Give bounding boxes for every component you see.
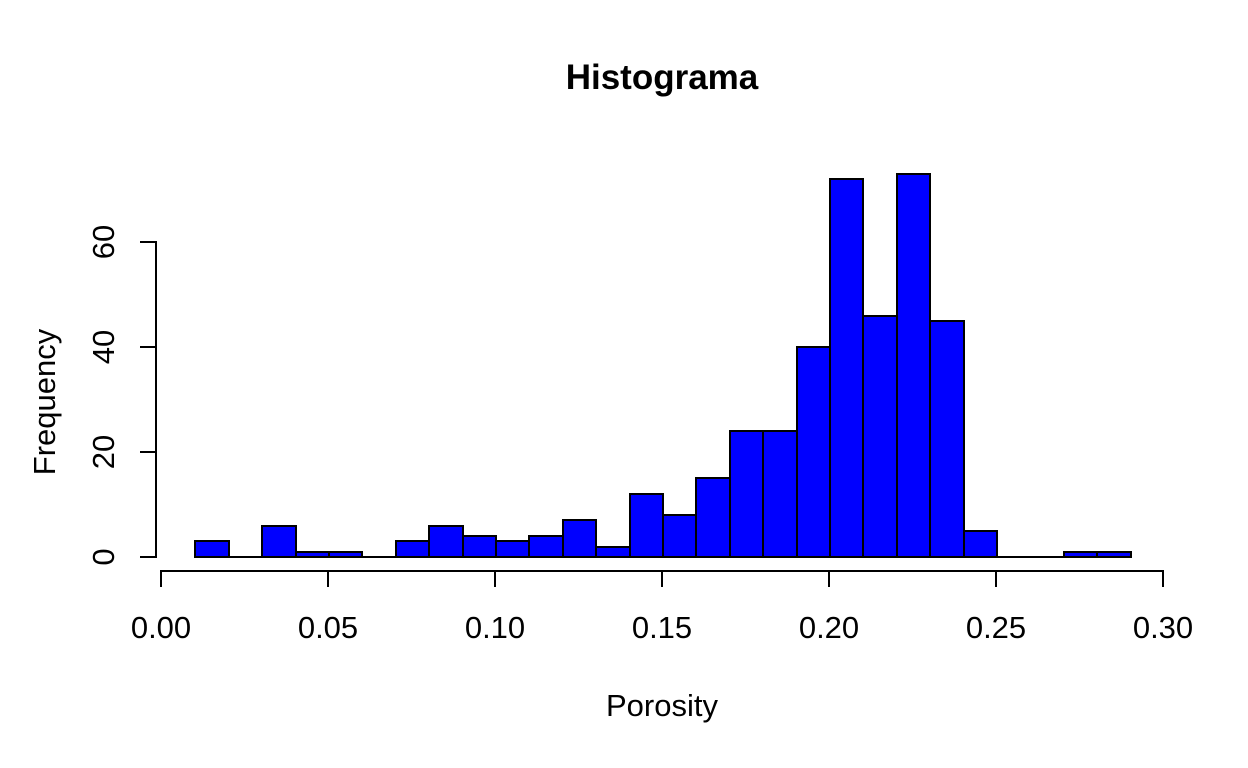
x-tick-label: 0.25 [965,610,1027,645]
y-tick-label: 0 [86,548,121,566]
histogram-bar [628,493,664,558]
histogram-bar [662,514,698,558]
x-tick-label: 0.00 [130,610,192,645]
histogram-bar [461,535,497,558]
x-tick [661,570,663,587]
y-tick-label: 40 [86,329,121,365]
x-tick-label: 0.10 [464,610,526,645]
histogram-bar [695,477,731,558]
y-tick [140,451,157,453]
x-tick [494,570,496,587]
histogram-bar [528,535,564,558]
y-tick [140,556,157,558]
histogram-bar [328,550,364,558]
x-tick-label: 0.30 [1132,610,1194,645]
histogram-bar [829,178,865,558]
histogram-bar [194,540,230,558]
histogram-bar [495,540,531,558]
x-tick [327,570,329,587]
x-tick-label: 0.05 [297,610,359,645]
histogram-bar [762,430,798,558]
x-axis-label: Porosity [606,688,718,723]
histogram-bar [1062,550,1099,558]
histogram-bar [728,430,765,558]
histogram-bar [862,314,898,558]
histogram-bar [929,319,965,558]
histogram-bar [428,524,464,558]
x-tick [160,570,162,587]
histogram-bar [1096,550,1132,558]
histogram-bar [561,519,598,558]
histogram-bar [895,172,932,558]
histogram-bar [294,550,330,558]
y-tick [140,241,157,243]
x-tick [1162,570,1164,587]
x-tick-label: 0.15 [631,610,693,645]
y-tick [140,346,157,348]
histogram-bar [595,545,631,558]
histogram-bar [962,529,998,558]
y-tick-label: 60 [86,224,121,260]
histogram-bar [394,540,431,558]
chart-title: Histograma [565,58,759,97]
histogram-bar [261,524,297,558]
x-tick-label: 0.20 [798,610,860,645]
y-axis-label: Frequency [27,328,62,476]
histogram-bar [795,346,831,558]
y-tick-label: 20 [86,434,121,470]
x-tick [995,570,997,587]
y-axis-line [155,241,157,558]
x-tick [828,570,830,587]
